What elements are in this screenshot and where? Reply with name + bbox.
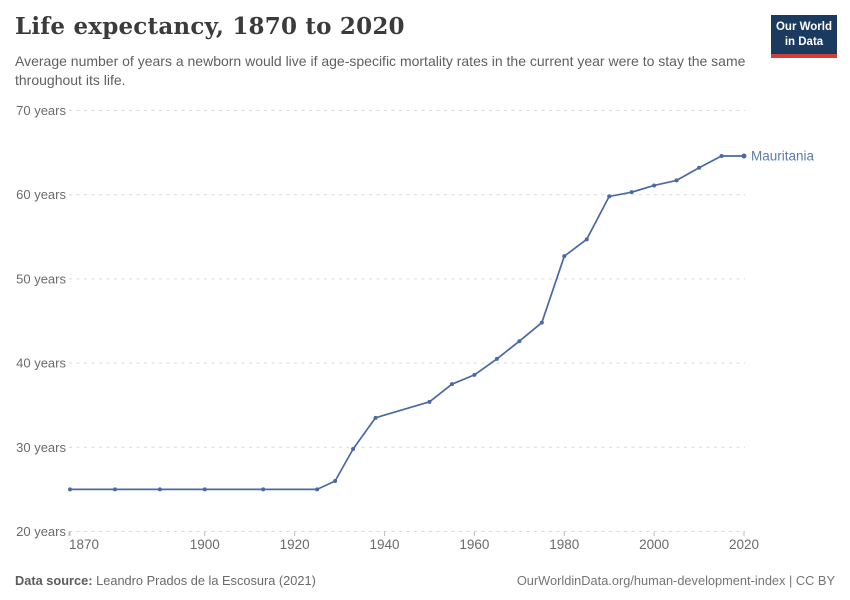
series-line-mauritania[interactable] xyxy=(69,155,745,491)
x-axis-tick-label: 1940 xyxy=(370,537,400,552)
page-title: Life expectancy, 1870 to 2020 xyxy=(15,13,405,40)
data-point[interactable] xyxy=(202,487,207,492)
x-axis-tick-label: 1920 xyxy=(280,537,310,552)
data-source-text: Leandro Prados de la Escosura (2021) xyxy=(92,573,316,588)
series-label-mauritania[interactable]: Mauritania xyxy=(751,148,815,163)
data-point[interactable] xyxy=(472,372,477,377)
y-axis-tick-label: 60 years xyxy=(16,187,66,202)
data-point[interactable] xyxy=(517,339,522,344)
data-source: Data source: Leandro Prados de la Escosu… xyxy=(15,573,316,588)
data-point[interactable] xyxy=(112,487,117,492)
y-axis-tick-label: 30 years xyxy=(16,440,66,455)
data-point[interactable] xyxy=(449,382,454,387)
data-point[interactable] xyxy=(539,320,544,325)
y-axis-tick-label: 20 years xyxy=(16,524,66,539)
data-point[interactable] xyxy=(373,415,378,420)
data-point[interactable] xyxy=(315,487,320,492)
data-point[interactable] xyxy=(697,165,702,170)
y-axis-tick-label: 40 years xyxy=(16,356,66,371)
credit-link[interactable]: OurWorldinData.org/human-development-ind… xyxy=(516,573,835,588)
owid-logo-line2: in Data xyxy=(784,35,824,48)
data-point[interactable] xyxy=(494,356,499,361)
data-point[interactable] xyxy=(584,237,589,242)
data-point[interactable] xyxy=(652,183,657,188)
data-point[interactable] xyxy=(157,487,162,492)
data-point[interactable] xyxy=(261,487,266,492)
data-point[interactable] xyxy=(607,194,612,199)
owid-logo: Our World in Data xyxy=(771,15,837,58)
x-axis-tick-label: 1980 xyxy=(549,537,579,552)
chart-footer: Data source: Leandro Prados de la Escosu… xyxy=(15,573,835,588)
data-source-label: Data source: xyxy=(15,573,93,588)
data-point[interactable] xyxy=(562,254,567,259)
x-axis-tick-label: 2000 xyxy=(639,537,669,552)
data-point[interactable] xyxy=(719,153,724,158)
line-chart[interactable]: 70 years 60 years 50 years 40 years 30 years… xyxy=(0,95,850,555)
x-axis-tick-label: 1870 xyxy=(69,537,99,552)
x-axis-tick-label: 2020 xyxy=(729,537,759,552)
y-axis-tick-label: 70 years xyxy=(16,103,66,118)
data-point[interactable] xyxy=(427,399,432,404)
x-axis-tick-label: 1960 xyxy=(459,537,489,552)
data-point[interactable] xyxy=(674,178,679,183)
data-point[interactable] xyxy=(741,153,747,159)
y-axis-tick-label: 50 years xyxy=(16,271,66,286)
data-point[interactable] xyxy=(629,190,634,195)
data-point[interactable] xyxy=(68,487,72,492)
x-axis-tick-label: 1900 xyxy=(190,537,220,552)
data-point[interactable] xyxy=(351,446,356,451)
data-point[interactable] xyxy=(333,478,338,483)
owid-logo-line1: Our World xyxy=(775,21,832,33)
chart-subtitle: Average number of years a newborn would … xyxy=(15,53,746,89)
